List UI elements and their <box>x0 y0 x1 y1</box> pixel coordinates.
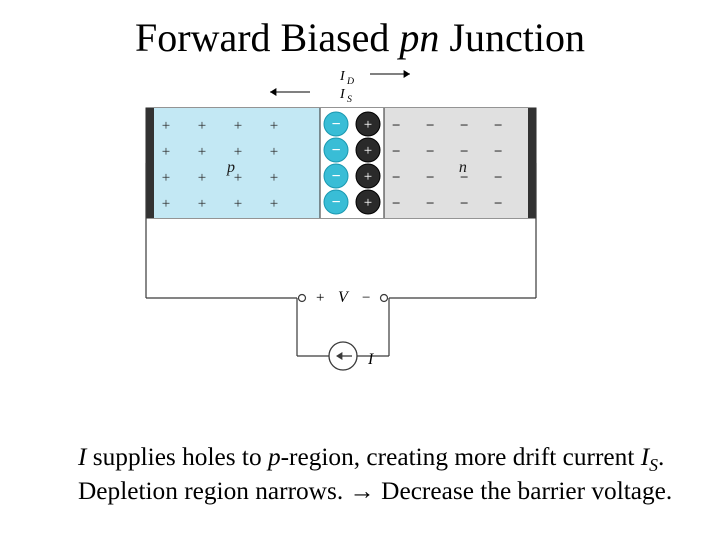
cap-Is-sub: S <box>649 455 658 475</box>
pn-junction-diagram: IDIS++++++++++++++++p−−−−−−−−−−−−−−−−n−+… <box>100 68 620 378</box>
page-title: Forward Biased pn Junction <box>0 14 720 61</box>
right-contact <box>528 108 536 218</box>
p-hole: + <box>198 144 206 160</box>
n-electron: − <box>426 118 435 134</box>
minus-sign: − <box>362 290 370 306</box>
n-electron: − <box>494 118 503 134</box>
p-hole: + <box>198 170 206 186</box>
cap-punct: . <box>658 443 664 471</box>
cap-txt1: supplies holes to <box>86 443 268 471</box>
p-hole: + <box>270 144 278 160</box>
p-hole: + <box>198 196 206 212</box>
label-I: I <box>367 351 374 368</box>
n-label: n <box>459 159 467 176</box>
p-hole: + <box>234 118 242 134</box>
n-electron: − <box>460 144 469 160</box>
svg-text:+: + <box>364 195 372 211</box>
terminal-minus <box>381 295 388 302</box>
n-electron: − <box>494 170 503 186</box>
svg-text:+: + <box>364 143 372 159</box>
svg-text:−: − <box>331 142 340 159</box>
p-label: p <box>226 159 235 176</box>
p-hole: + <box>162 144 170 160</box>
p-hole: + <box>162 118 170 134</box>
n-electron: − <box>494 196 503 212</box>
n-electron: − <box>392 144 401 160</box>
n-electron: − <box>426 196 435 212</box>
plus-sign: + <box>316 290 324 306</box>
n-electron: − <box>392 196 401 212</box>
p-hole: + <box>270 118 278 134</box>
svg-text:+: + <box>364 117 372 133</box>
p-hole: + <box>162 170 170 186</box>
cap-Is-I: I <box>641 443 649 471</box>
p-hole: + <box>234 144 242 160</box>
caption-block: I supplies holes to p-region, creating m… <box>78 442 672 508</box>
p-hole: + <box>162 196 170 212</box>
svg-text:+: + <box>364 169 372 185</box>
cap-txt2: -region, creating more drift current <box>281 443 641 471</box>
label-ID: ID <box>339 69 354 87</box>
left-contact <box>146 108 154 218</box>
p-hole: + <box>270 196 278 212</box>
caption-line-1: I supplies holes to p-region, creating m… <box>78 442 672 476</box>
title-pre: Forward Biased <box>135 15 399 60</box>
n-electron: − <box>494 144 503 160</box>
cap-p: p <box>268 443 281 471</box>
label-V: V <box>338 289 350 306</box>
svg-text:I: I <box>339 87 346 102</box>
terminal-plus <box>299 295 306 302</box>
svg-text:I: I <box>339 69 346 84</box>
svg-text:S: S <box>347 94 352 105</box>
n-electron: − <box>460 118 469 134</box>
n-electron: − <box>460 196 469 212</box>
n-region <box>384 108 528 218</box>
svg-text:−: − <box>331 168 340 185</box>
n-electron: − <box>392 170 401 186</box>
title-italic: pn <box>399 15 439 60</box>
p-hole: + <box>234 196 242 212</box>
svg-text:D: D <box>346 76 354 87</box>
p-hole: + <box>198 118 206 134</box>
caption-line-2: Depletion region narrows. → Decrease the… <box>78 476 672 508</box>
n-electron: − <box>426 170 435 186</box>
svg-text:−: − <box>331 194 340 211</box>
title-post: Junction <box>439 15 585 60</box>
label-IS: IS <box>339 87 352 105</box>
svg-text:−: − <box>331 116 340 133</box>
n-electron: − <box>426 144 435 160</box>
n-electron: − <box>392 118 401 134</box>
p-hole: + <box>270 170 278 186</box>
